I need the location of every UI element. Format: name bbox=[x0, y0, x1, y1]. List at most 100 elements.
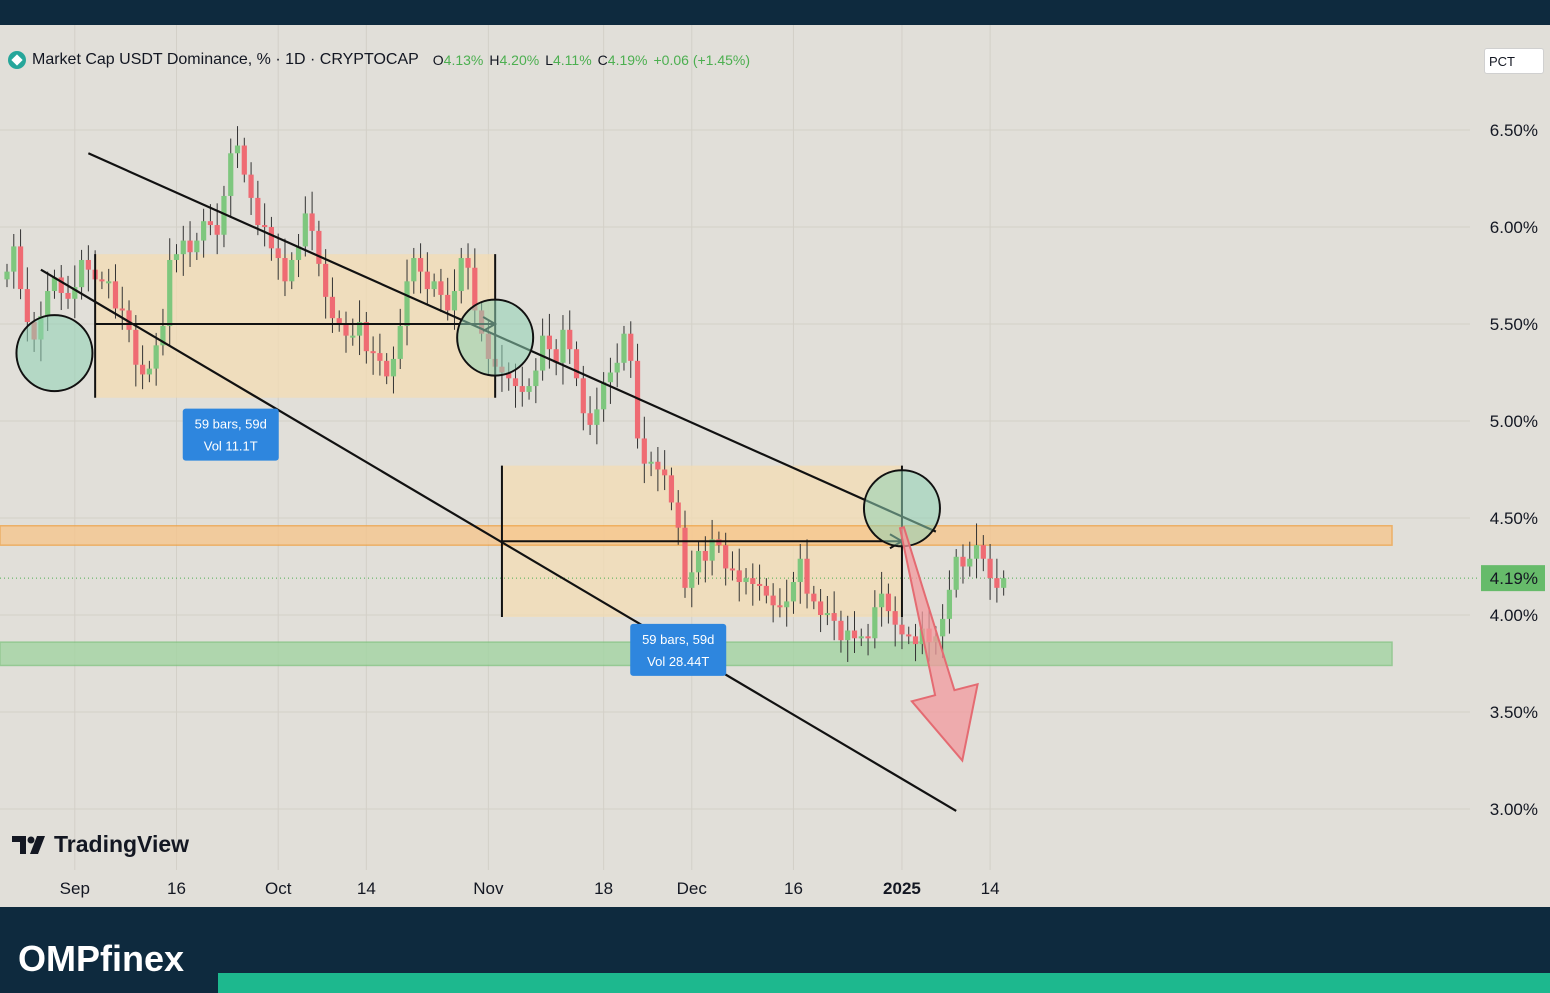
candle bbox=[431, 273, 437, 297]
candle-body bbox=[180, 240, 186, 255]
candle bbox=[560, 315, 566, 385]
candle-body bbox=[397, 325, 403, 359]
candle-body bbox=[458, 258, 464, 292]
candle bbox=[295, 233, 302, 278]
y-tick-label: 6.00% bbox=[1490, 218, 1538, 237]
candle-body bbox=[560, 329, 566, 363]
candle bbox=[207, 204, 213, 236]
candle-body bbox=[621, 333, 627, 363]
candle-body bbox=[790, 582, 797, 602]
candle bbox=[275, 233, 281, 280]
candle-body bbox=[282, 258, 288, 282]
candle-body bbox=[885, 593, 891, 612]
candle-body bbox=[173, 254, 180, 260]
candle-body bbox=[99, 279, 105, 282]
tradingview-logo-icon bbox=[12, 835, 45, 854]
candle-body bbox=[78, 259, 85, 288]
candle bbox=[573, 341, 580, 387]
candle-body bbox=[811, 593, 817, 602]
symbol-legend[interactable]: Market Cap USDT Dominance, % · 1D · CRYP… bbox=[8, 49, 750, 71]
candle-body bbox=[268, 227, 275, 249]
candle-body bbox=[343, 324, 349, 336]
candle-body bbox=[750, 578, 756, 584]
candle bbox=[51, 269, 58, 299]
candle bbox=[601, 372, 607, 422]
open-value: O4.13% bbox=[432, 52, 484, 68]
candle-body bbox=[506, 372, 512, 379]
symbol-title[interactable]: Market Cap USDT Dominance, % · 1D · CRYP… bbox=[32, 51, 419, 68]
candle-body bbox=[838, 620, 844, 641]
resistance-zone bbox=[0, 525, 1393, 546]
candle-body bbox=[892, 611, 898, 625]
candle bbox=[580, 365, 586, 431]
candle bbox=[309, 191, 315, 251]
candle bbox=[1001, 570, 1007, 596]
candle-body bbox=[879, 593, 885, 608]
x-tick-label: 16 bbox=[167, 879, 186, 898]
candle bbox=[180, 225, 186, 276]
candle bbox=[262, 203, 268, 247]
candle-body bbox=[438, 281, 444, 295]
x-tick-label: 16 bbox=[784, 879, 803, 898]
candle-body bbox=[980, 545, 986, 559]
candle-body bbox=[472, 267, 478, 311]
measure-label-volume: Vol 28.44T bbox=[647, 654, 709, 669]
candle bbox=[533, 358, 539, 404]
candle bbox=[336, 310, 342, 332]
candle bbox=[885, 583, 891, 624]
candle-body bbox=[777, 605, 783, 608]
x-tick-label: 18 bbox=[594, 879, 613, 898]
candle-body bbox=[858, 636, 864, 639]
candle bbox=[370, 336, 376, 375]
candle-body bbox=[106, 281, 112, 284]
range-box-1 bbox=[95, 254, 496, 398]
candle-body bbox=[709, 539, 715, 561]
candle-body bbox=[126, 310, 132, 330]
chart-area[interactable]: 59 bars, 59d Vol 11.1T 59 bars, 59d Vol 28.… bbox=[0, 25, 1550, 907]
candle bbox=[987, 543, 993, 600]
candle-body bbox=[743, 578, 749, 583]
candle-body bbox=[289, 259, 295, 282]
candle bbox=[682, 510, 688, 598]
candle-body bbox=[587, 413, 593, 425]
candle bbox=[106, 268, 112, 299]
candle-body bbox=[580, 378, 586, 414]
measure-label-volume: Vol 11.1T bbox=[204, 439, 258, 454]
candle-body bbox=[11, 246, 17, 272]
measure-label-box bbox=[630, 623, 727, 676]
brand-stripe bbox=[218, 973, 1550, 993]
candle-body bbox=[614, 362, 620, 373]
candle bbox=[967, 541, 973, 577]
candle bbox=[641, 416, 647, 484]
x-tick-label: 2025 bbox=[883, 879, 921, 898]
candle-body bbox=[1001, 578, 1007, 588]
candle bbox=[872, 590, 878, 649]
candle-body bbox=[906, 634, 912, 637]
candle bbox=[289, 252, 295, 290]
candle bbox=[356, 300, 363, 356]
candle bbox=[17, 229, 24, 300]
candle-body bbox=[248, 174, 254, 198]
price-chart[interactable]: 59 bars, 59d Vol 11.1T 59 bars, 59d Vol 28.… bbox=[0, 25, 1550, 907]
y-tick-label: 3.50% bbox=[1490, 703, 1538, 722]
candle bbox=[811, 585, 817, 610]
candle bbox=[702, 536, 708, 583]
candle-body bbox=[804, 558, 810, 594]
tether-icon bbox=[8, 51, 26, 69]
candle-body bbox=[201, 221, 207, 241]
candle bbox=[458, 247, 464, 304]
candle-body bbox=[953, 556, 959, 590]
pct-button[interactable]: PCT bbox=[1484, 48, 1544, 74]
candle-body bbox=[797, 558, 803, 583]
candle-body bbox=[58, 277, 64, 293]
candle-body bbox=[85, 259, 91, 270]
candle bbox=[607, 357, 614, 404]
candle bbox=[824, 595, 830, 626]
candle-body bbox=[668, 475, 675, 503]
candle-body bbox=[241, 145, 247, 175]
candle-body bbox=[695, 550, 702, 573]
candle-body bbox=[275, 248, 281, 259]
candle-body bbox=[140, 364, 146, 375]
candle bbox=[790, 571, 797, 614]
y-tick-label: 4.00% bbox=[1490, 606, 1538, 625]
